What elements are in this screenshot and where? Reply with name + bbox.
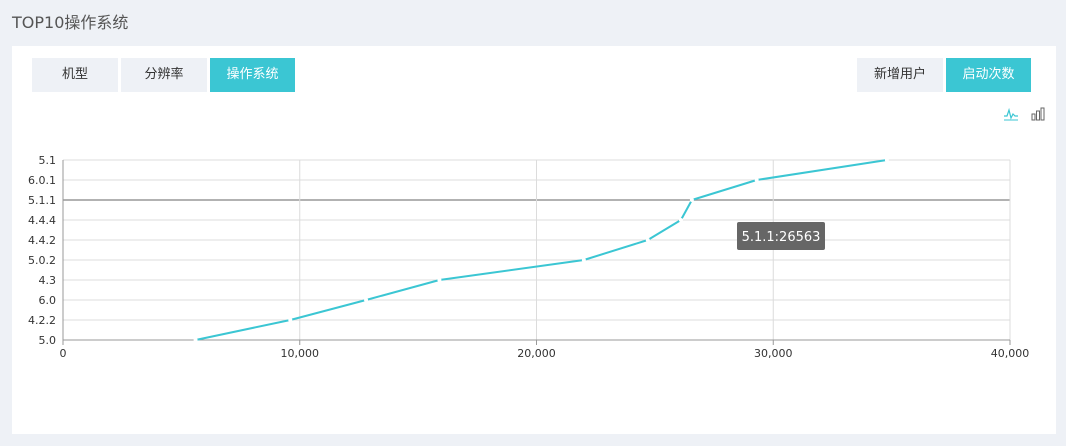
y-tick-label: 4.4.4 <box>28 214 56 227</box>
x-tick-label: 40,000 <box>991 347 1030 360</box>
data-point <box>581 258 586 262</box>
x-tick-label: 10,000 <box>281 347 320 360</box>
data-point <box>193 338 198 342</box>
tab-launch-count[interactable]: 启动次数 <box>946 58 1031 92</box>
data-point <box>288 318 293 322</box>
line-chart-icon[interactable] <box>1003 106 1019 122</box>
y-tick-label: 4.2.2 <box>28 314 56 327</box>
tooltip-text: 5.1.1:26563 <box>742 230 821 245</box>
tab-resolution[interactable]: 分辨率 <box>121 58 207 92</box>
page-title: TOP10操作系统 <box>12 13 129 32</box>
tab-operating-system[interactable]: 操作系统 <box>210 58 295 92</box>
y-tick-label: 5.1.1 <box>28 194 56 207</box>
x-tick-label: 0 <box>60 347 67 360</box>
tab-new-users[interactable]: 新增用户 <box>857 58 943 92</box>
data-point <box>678 218 683 222</box>
series-line <box>195 159 888 341</box>
y-tick-label: 4.3 <box>39 274 57 287</box>
y-tick-label: 6.0.1 <box>28 174 56 187</box>
bar-chart-icon[interactable] <box>1030 106 1046 122</box>
data-point <box>689 198 694 202</box>
data-point <box>364 298 369 302</box>
y-tick-label: 5.0 <box>39 334 57 347</box>
y-tick-label: 6.0 <box>39 294 57 307</box>
data-point <box>884 158 889 162</box>
y-tick-label: 5.1 <box>39 154 57 167</box>
tooltip-box <box>737 222 825 250</box>
y-tick-label: 5.0.2 <box>28 254 56 267</box>
x-tick-label: 30,000 <box>754 347 793 360</box>
tab-device-model[interactable]: 机型 <box>32 58 118 92</box>
y-tick-label: 4.4.2 <box>28 234 56 247</box>
data-point <box>437 278 442 282</box>
x-tick-label: 20,000 <box>517 347 556 360</box>
data-point <box>754 178 759 182</box>
data-point <box>645 238 650 242</box>
